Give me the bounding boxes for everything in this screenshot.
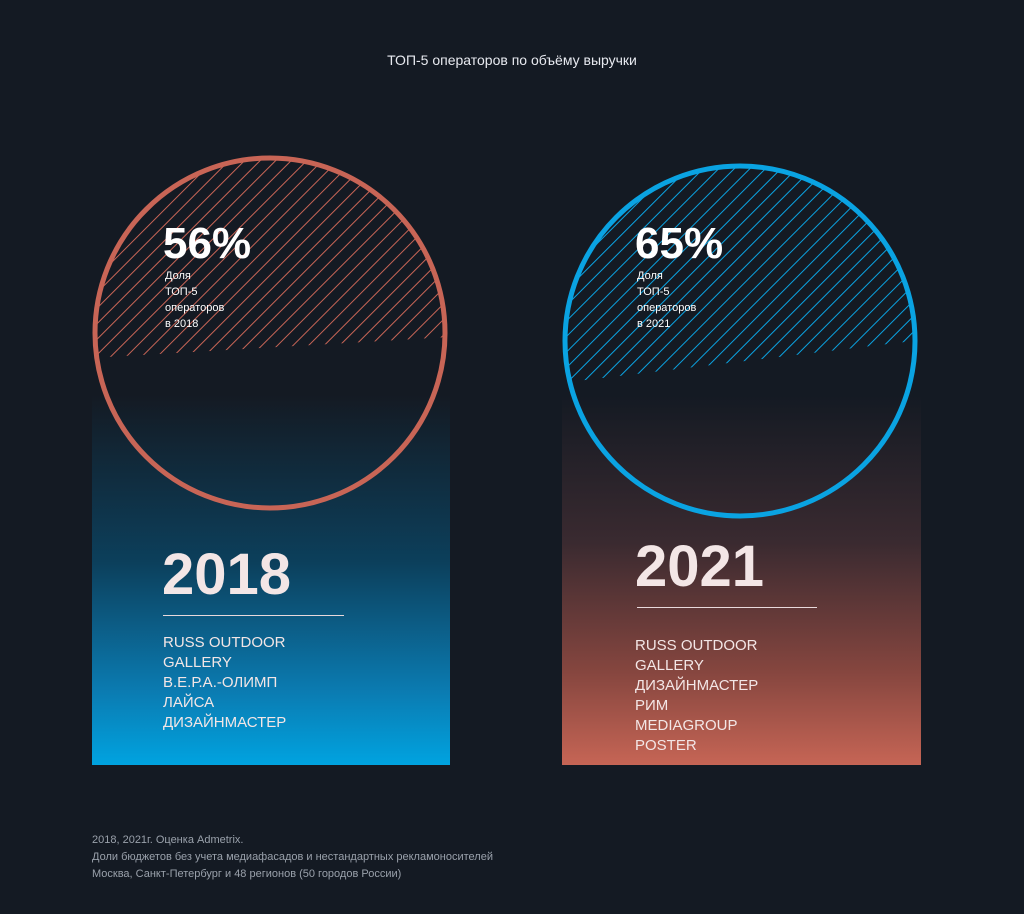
share-label-2021: Доля ТОП-5 операторов в 2021	[637, 270, 697, 330]
operator-item: RUSS OUTDOOR	[635, 637, 758, 654]
footnote-line: Доли бюджетов без учета медиафасадов и н…	[92, 851, 493, 863]
hatched-share-2021	[565, 166, 915, 383]
operators-list-2021: RUSS OUTDOOR GALLERY ДИЗАЙНМАСТЕР РИМ ME…	[635, 636, 758, 756]
circle-2018	[92, 155, 448, 511]
page-title: ТОП-5 операторов по объёму выручки	[387, 52, 637, 68]
footnote-line: Москва, Санкт-Петербург и 48 регионов (5…	[92, 868, 402, 880]
operator-item: В.Е.Р.А.-ОЛИМП	[163, 674, 278, 691]
year-2018: 2018	[162, 542, 292, 607]
operator-item: RUSS OUTDOOR	[163, 634, 286, 651]
divider-2021	[637, 607, 817, 608]
circle-2021	[562, 163, 918, 519]
operator-item: POSTER	[635, 737, 697, 754]
operator-item: РИМ MEDIAGROUP	[635, 697, 738, 734]
operator-item: ЛАЙСА	[163, 694, 215, 711]
share-value-2021: 65%	[635, 219, 724, 268]
hatched-share-2018	[95, 158, 445, 358]
divider-2018	[163, 615, 344, 616]
operator-item: GALLERY	[635, 657, 704, 674]
share-label-2018: Доля ТОП-5 операторов в 2018	[165, 270, 225, 330]
panel-2021-background	[562, 395, 921, 765]
operators-list-2018: RUSS OUTDOOR GALLERY В.Е.Р.А.-ОЛИМП ЛАЙС…	[163, 633, 286, 733]
year-2021: 2021	[635, 534, 765, 599]
operator-item: GALLERY	[163, 654, 232, 671]
operator-item: ДИЗАЙНМАСТЕР	[163, 714, 287, 731]
footnote: 2018, 2021г. Оценка Admetrix. Доли бюдже…	[92, 832, 493, 883]
footnote-line: 2018, 2021г. Оценка Admetrix.	[92, 834, 244, 846]
operator-item: ДИЗАЙНМАСТЕР	[635, 677, 759, 694]
share-value-2018: 56%	[163, 219, 252, 268]
